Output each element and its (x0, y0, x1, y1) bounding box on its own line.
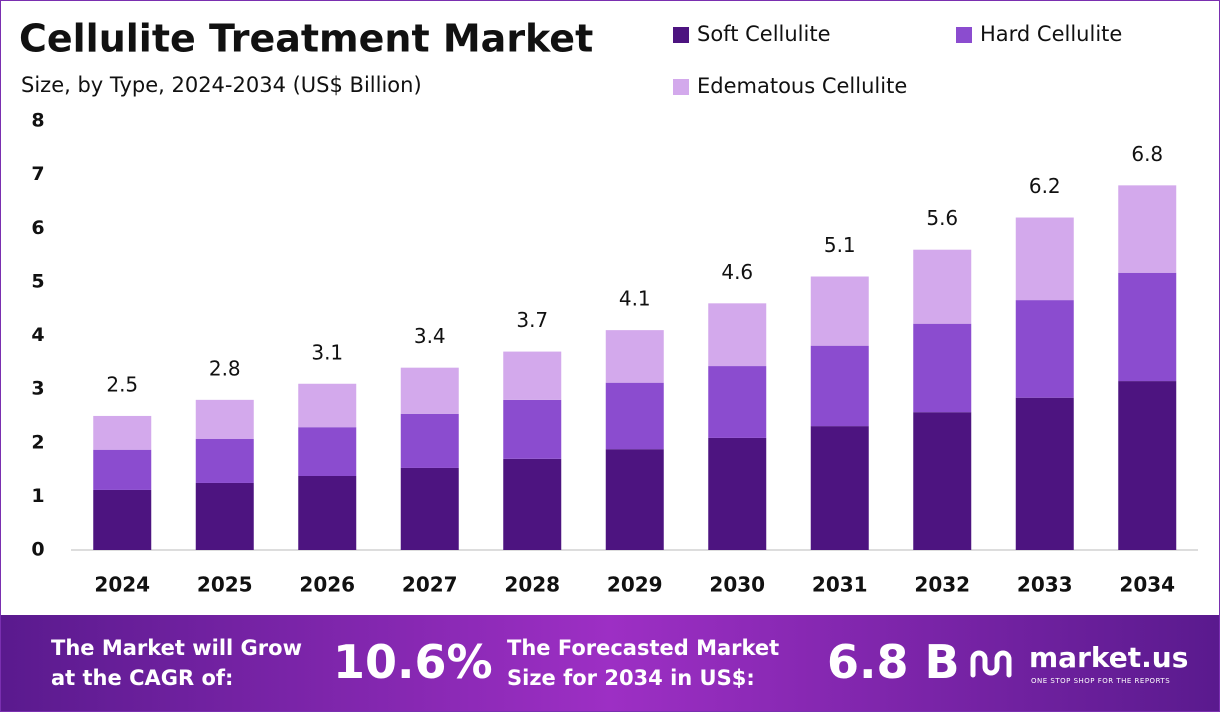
y-tick-label: 2 (31, 431, 44, 453)
bar-segment (1118, 185, 1177, 273)
x-tick-label: 2030 (709, 573, 765, 597)
bar-segment (400, 467, 459, 550)
bar-segment (195, 482, 254, 550)
logo-tagline: ONE STOP SHOP FOR THE REPORTS (1031, 677, 1171, 685)
y-tick-label: 3 (31, 378, 44, 400)
footer-banner: The Market will Grow at the CAGR of: 10.… (1, 615, 1219, 711)
legend-swatch (673, 27, 689, 43)
forecast-value: 6.8 B (827, 635, 960, 689)
bar-segment (93, 449, 152, 490)
forecast-text-line: Size for 2034 in US$: (507, 666, 755, 690)
x-tick-label: 2034 (1119, 573, 1175, 597)
legend-swatch (673, 79, 689, 95)
cagr-value: 10.6% (333, 635, 493, 689)
x-tick-label: 2025 (197, 573, 253, 597)
total-label: 3.7 (516, 308, 548, 332)
chart: Cellulite Treatment Market Size, by Type… (19, 17, 1198, 597)
bar-segment (1015, 300, 1074, 398)
x-tick-label: 2033 (1017, 573, 1073, 597)
y-tick-label: 4 (31, 324, 44, 346)
logo-text: market.us (1029, 641, 1189, 674)
bar-segment (1118, 272, 1177, 382)
bar-segment (503, 458, 562, 550)
bar-segment (810, 345, 869, 427)
bar-segment (400, 367, 459, 414)
total-label: 5.6 (926, 206, 958, 230)
chart-subtitle: Size, by Type, 2024-2034 (US$ Billion) (21, 73, 422, 97)
bar-segment (298, 383, 357, 428)
x-tick-label: 2029 (607, 573, 663, 597)
total-label: 4.6 (721, 260, 753, 284)
x-tick-label: 2028 (504, 573, 560, 597)
cagr-text: The Market will Grow at the CAGR of: (51, 633, 302, 693)
bar-segment (400, 413, 459, 468)
legend-swatch (956, 27, 972, 43)
bar-segment (195, 438, 254, 483)
total-label: 3.4 (414, 324, 446, 348)
bar-segment (1015, 217, 1074, 301)
bar-segment (195, 399, 254, 439)
x-tick-label: 2032 (914, 573, 970, 597)
total-label: 3.1 (311, 340, 343, 364)
y-tick-label: 6 (31, 217, 44, 239)
forecast-text: The Forecasted Market Size for 2034 in U… (507, 633, 779, 693)
y-tick-label: 8 (31, 110, 44, 132)
bar-segment (1118, 381, 1177, 550)
bar-segment (708, 437, 767, 550)
x-tick-label: 2027 (402, 573, 458, 597)
bar-segment (298, 427, 357, 476)
legend-label: Hard Cellulite (980, 22, 1122, 46)
total-label: 6.8 (1131, 142, 1163, 166)
total-label: 2.8 (209, 356, 241, 380)
legend-label: Soft Cellulite (697, 22, 831, 46)
logo-icon (970, 650, 1012, 678)
chart-title: Cellulite Treatment Market (19, 17, 593, 61)
bar-segment (605, 449, 664, 550)
bar-segment (913, 412, 972, 550)
bar-segment (93, 489, 152, 550)
bar-segment (93, 415, 152, 450)
total-label: 5.1 (824, 233, 856, 257)
total-label: 2.5 (106, 372, 138, 396)
bar-segment (298, 475, 357, 550)
bar-segment (708, 366, 767, 438)
bar-segment (605, 382, 664, 450)
legend-label: Edematous Cellulite (697, 74, 907, 98)
cagr-text-line: The Market will Grow (51, 636, 302, 660)
x-tick-label: 2026 (299, 573, 355, 597)
total-label: 6.2 (1029, 174, 1061, 198)
bar-segment (503, 351, 562, 400)
bar-segment (1015, 397, 1074, 550)
x-tick-label: 2024 (94, 573, 150, 597)
y-tick-label: 1 (31, 485, 44, 507)
bar-segment (605, 330, 664, 383)
bar-segment (913, 323, 972, 413)
cagr-text-line: at the CAGR of: (51, 666, 234, 690)
y-tick-label: 7 (31, 163, 44, 185)
bar-segment (708, 303, 767, 367)
bar-segment (810, 276, 869, 346)
y-tick-label: 0 (31, 539, 44, 561)
bar-segment (810, 426, 869, 550)
forecast-text-line: The Forecasted Market (507, 636, 780, 660)
bar-segment (503, 399, 562, 459)
y-tick-label: 5 (31, 270, 44, 292)
bar-segment (913, 249, 972, 324)
x-tick-label: 2031 (812, 573, 868, 597)
total-label: 4.1 (619, 287, 651, 311)
